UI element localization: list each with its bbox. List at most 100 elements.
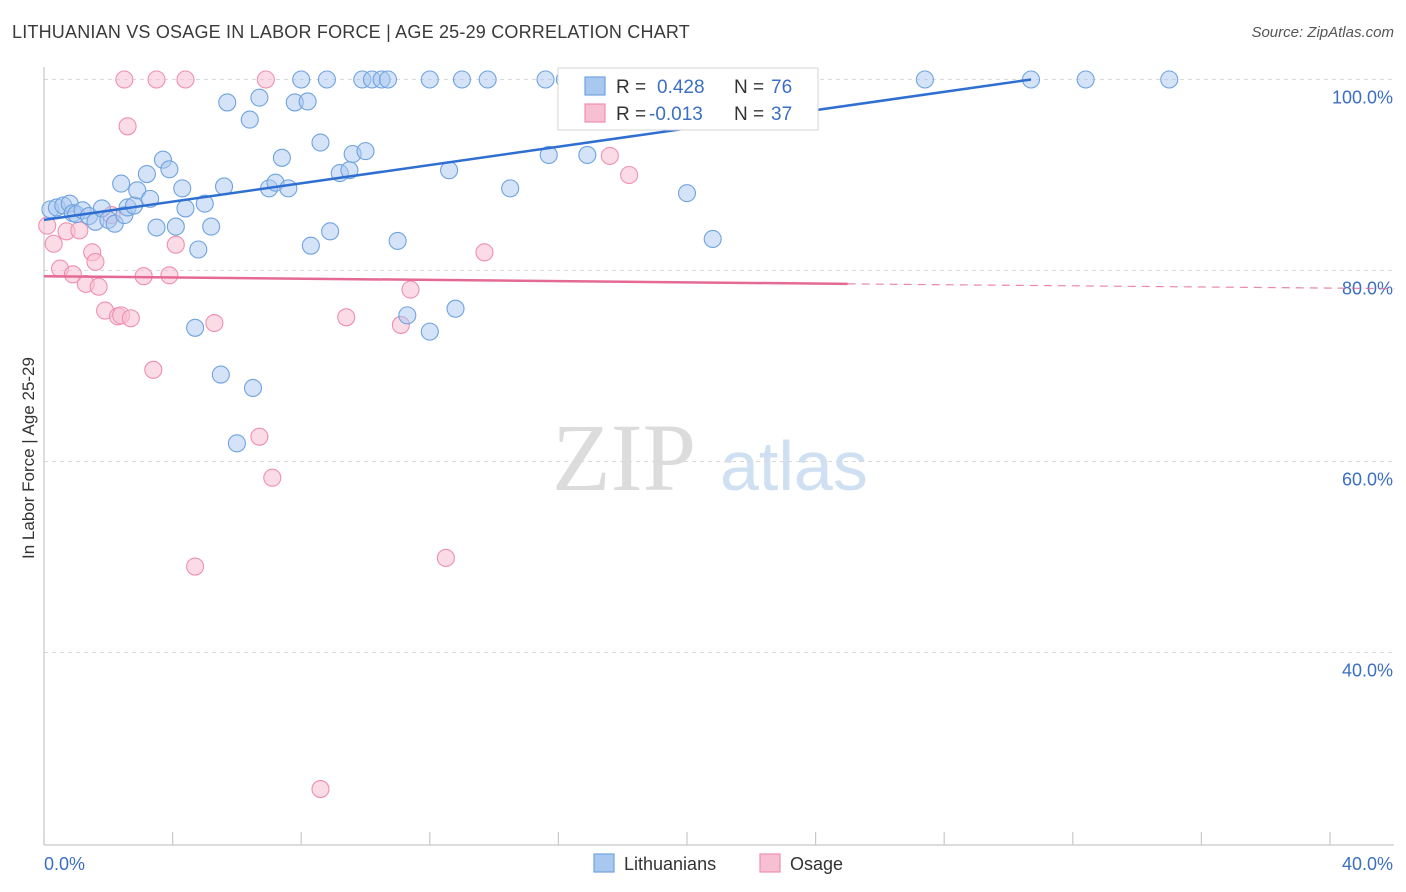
legend-n-value: 76: [771, 77, 792, 98]
lithuanian-point: [915, 70, 934, 89]
osage-point: [115, 70, 134, 89]
osage-point: [86, 252, 105, 271]
lithuanian-point: [250, 88, 269, 107]
lithuanian-point: [388, 231, 407, 250]
lithuanian-point: [128, 181, 147, 200]
lithuanian-point: [272, 148, 291, 167]
osage-point: [436, 548, 455, 568]
lithuanian-point: [160, 160, 179, 179]
legend-n-label: N =: [734, 77, 764, 98]
correlation-legend: R = 0.428 N = 76 R = -0.013 N = 37: [557, 67, 819, 131]
lithuanian-trend-line: [43, 78, 1032, 222]
lithuanian-point: [189, 240, 208, 259]
lithuanian-point: [321, 222, 340, 241]
axes: [43, 67, 1394, 846]
series-legend: Lithuanians Osage: [593, 853, 843, 874]
osage-point: [401, 280, 420, 299]
osage-point: [263, 468, 282, 487]
lithuanian-points: [41, 70, 1179, 453]
lithuanian-point: [227, 434, 246, 453]
lithuanian-point: [166, 217, 185, 236]
x-tick-label-min: 0.0%: [44, 854, 85, 874]
lithuanian-point: [703, 229, 722, 249]
grid-lines: [44, 79, 1394, 653]
lithuanian-point: [279, 179, 298, 198]
lithuanian-point: [578, 145, 597, 164]
lithuanian-point: [420, 322, 439, 341]
lithuanian-point: [539, 145, 558, 164]
lithuanian-point: [173, 179, 192, 198]
x-axis-ticks: [43, 832, 1331, 845]
osage-points: [38, 70, 777, 799]
osage-point: [121, 309, 140, 328]
osage-point: [118, 117, 137, 136]
osage-point: [166, 235, 185, 254]
osage-trend-line: [43, 274, 848, 286]
osage-point: [311, 780, 330, 799]
lithuanian-point: [243, 378, 263, 398]
lithuanian-point: [1076, 70, 1095, 89]
lithuanian-point: [317, 70, 336, 89]
y-axis-title: In Labor Force | Age 25-29: [19, 357, 38, 559]
lithuanian-point: [176, 199, 195, 218]
lithuanian-point: [536, 70, 555, 89]
osage-point: [337, 308, 356, 327]
lithuanian-point: [240, 110, 259, 129]
lithuanian-point: [356, 142, 375, 161]
legend-n-label: N =: [734, 104, 764, 125]
osage-point: [205, 313, 224, 333]
lithuanian-point: [147, 218, 166, 237]
y-tick-label: 40.0%: [1342, 661, 1393, 681]
osage-point: [70, 221, 89, 240]
osage-point: [256, 70, 275, 89]
lithuanian-point: [677, 184, 697, 203]
lithuanian-point: [292, 70, 311, 89]
lithuanian-point: [112, 174, 131, 193]
osage-point: [600, 146, 619, 165]
legend-r-value: -0.013: [649, 104, 703, 125]
lithuanian-point: [398, 306, 417, 325]
osage-point: [89, 277, 108, 296]
osage-point: [144, 360, 163, 379]
series-swatch-lithuanians: [593, 853, 615, 873]
lithuanian-point: [378, 70, 398, 89]
series-label-osage: Osage: [790, 854, 843, 874]
lithuanian-point: [186, 318, 205, 337]
y-tick-label: 100.0%: [1332, 88, 1393, 108]
osage-point: [44, 234, 63, 253]
osage-point: [147, 70, 166, 89]
series-swatch-osage: [759, 853, 781, 873]
watermark-atlas: atlas: [720, 427, 868, 505]
legend-r-label: R =: [616, 77, 646, 98]
lithuanian-point: [218, 93, 237, 112]
lithuanian-point: [298, 92, 317, 111]
x-tick-label-max: 40.0%: [1342, 854, 1393, 874]
lithuanian-point: [478, 70, 497, 89]
lithuanian-point: [211, 365, 230, 384]
legend-n-value: 37: [771, 104, 792, 125]
trend-lines: [43, 78, 1395, 290]
osage-point: [160, 266, 179, 285]
osage-point: [475, 243, 494, 262]
lithuanian-point: [137, 164, 156, 184]
lithuanian-point: [446, 299, 465, 318]
lithuanian-point: [301, 236, 320, 255]
watermark-zip: ZIP: [552, 404, 696, 511]
series-label-lithuanians: Lithuanians: [624, 854, 716, 874]
lithuanian-point: [1160, 70, 1179, 89]
legend-swatch-osage: [584, 103, 606, 123]
lithuanian-point: [452, 70, 472, 89]
osage-point: [186, 557, 205, 576]
legend-r-value: 0.428: [657, 77, 705, 98]
lithuanian-point: [195, 194, 214, 213]
osage-point: [620, 165, 639, 185]
osage-point: [250, 427, 269, 446]
osage-trend-extrapolation: [847, 283, 1395, 290]
source-label: Source: ZipAtlas.com: [1251, 24, 1394, 41]
lithuanian-point: [311, 133, 330, 152]
lithuanian-point: [501, 179, 520, 198]
legend-r-label: R =: [616, 104, 646, 125]
y-tick-label: 60.0%: [1342, 470, 1393, 490]
legend-swatch-lithuanians: [584, 76, 606, 96]
